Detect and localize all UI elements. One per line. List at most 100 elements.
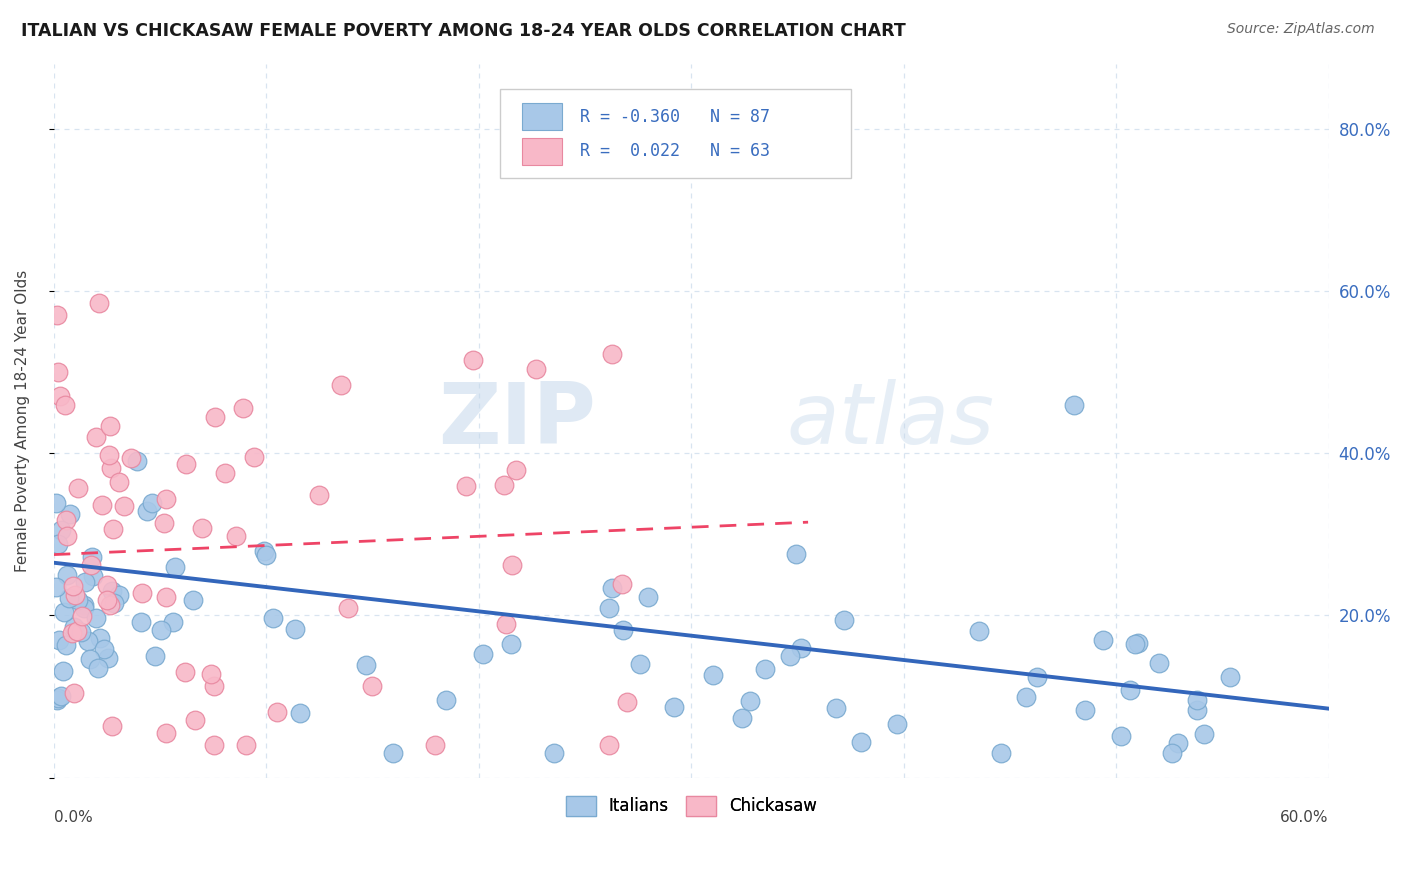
Point — [754, 662, 776, 676]
Point — [1063, 398, 1085, 412]
Point — [616, 695, 638, 709]
Point — [73, 575, 96, 590]
Point — [598, 738, 620, 752]
Point — [48, 633, 70, 648]
Point — [266, 706, 288, 720]
Point — [93, 642, 115, 657]
Point — [610, 576, 633, 591]
Point — [1185, 703, 1208, 717]
Point — [308, 488, 330, 502]
Point — [329, 378, 352, 392]
Point — [73, 601, 96, 615]
Text: 60.0%: 60.0% — [1281, 810, 1329, 825]
Point — [82, 550, 104, 565]
Point — [600, 347, 623, 361]
Text: 0.0%: 0.0% — [53, 810, 93, 825]
Point — [202, 679, 225, 693]
Point — [70, 625, 93, 640]
Point — [58, 591, 80, 605]
Point — [600, 581, 623, 595]
Point — [152, 516, 174, 531]
Point — [125, 454, 148, 468]
Point — [143, 648, 166, 663]
Point — [96, 577, 118, 591]
Point — [779, 649, 801, 664]
Point — [49, 690, 72, 704]
Point — [48, 690, 70, 705]
FancyBboxPatch shape — [522, 137, 562, 165]
Point — [155, 590, 177, 604]
Text: ITALIAN VS CHICKASAW FEMALE POVERTY AMONG 18-24 YEAR OLDS CORRELATION CHART: ITALIAN VS CHICKASAW FEMALE POVERTY AMON… — [21, 22, 905, 40]
Point — [150, 623, 173, 637]
Point — [107, 475, 129, 490]
Point — [290, 706, 312, 720]
Point — [108, 587, 131, 601]
Text: R = -0.360   N = 87: R = -0.360 N = 87 — [581, 108, 770, 126]
Point — [55, 513, 77, 527]
Point — [1128, 636, 1150, 650]
Point — [612, 623, 634, 637]
Point — [82, 569, 104, 583]
Point — [67, 481, 90, 495]
Point — [243, 450, 266, 465]
Point — [66, 624, 89, 638]
Point — [738, 693, 761, 707]
Point — [495, 616, 517, 631]
Point — [360, 679, 382, 693]
Point — [45, 581, 67, 595]
Point — [598, 601, 620, 615]
Point — [849, 734, 872, 748]
FancyBboxPatch shape — [501, 89, 851, 178]
Point — [76, 634, 98, 648]
Point — [204, 409, 226, 424]
Point — [501, 558, 523, 572]
Point — [98, 418, 121, 433]
Point — [121, 450, 143, 465]
Point — [86, 429, 108, 443]
Point — [1123, 637, 1146, 651]
Point — [87, 661, 110, 675]
Point — [825, 701, 848, 715]
Point — [63, 686, 86, 700]
Point — [67, 593, 90, 607]
Point — [55, 638, 77, 652]
Point — [97, 448, 120, 462]
Point — [62, 579, 84, 593]
Point — [56, 528, 79, 542]
Point — [637, 590, 659, 604]
Point — [84, 611, 107, 625]
Point — [46, 537, 69, 551]
Point — [262, 611, 284, 625]
Point — [505, 463, 527, 477]
Point — [103, 522, 125, 536]
Point — [1025, 670, 1047, 684]
Point — [46, 309, 69, 323]
Point — [454, 479, 477, 493]
Point — [1219, 670, 1241, 684]
Point — [499, 637, 522, 651]
Point — [155, 492, 177, 507]
Point — [190, 521, 212, 535]
Point — [62, 620, 84, 634]
Point — [662, 699, 685, 714]
Point — [886, 717, 908, 731]
Text: Source: ZipAtlas.com: Source: ZipAtlas.com — [1227, 22, 1375, 37]
Point — [70, 609, 93, 624]
Point — [471, 648, 494, 662]
Point — [73, 599, 96, 613]
Point — [254, 548, 277, 562]
Point — [354, 657, 377, 672]
Point — [434, 693, 457, 707]
Point — [284, 622, 307, 636]
Point — [55, 567, 77, 582]
Point — [232, 401, 254, 415]
Point — [135, 504, 157, 518]
Point — [423, 738, 446, 752]
Point — [80, 558, 103, 572]
Point — [1074, 703, 1097, 717]
Point — [98, 598, 121, 612]
Point — [1161, 746, 1184, 760]
Point — [101, 719, 124, 733]
Point — [832, 613, 855, 627]
Point — [461, 353, 484, 368]
